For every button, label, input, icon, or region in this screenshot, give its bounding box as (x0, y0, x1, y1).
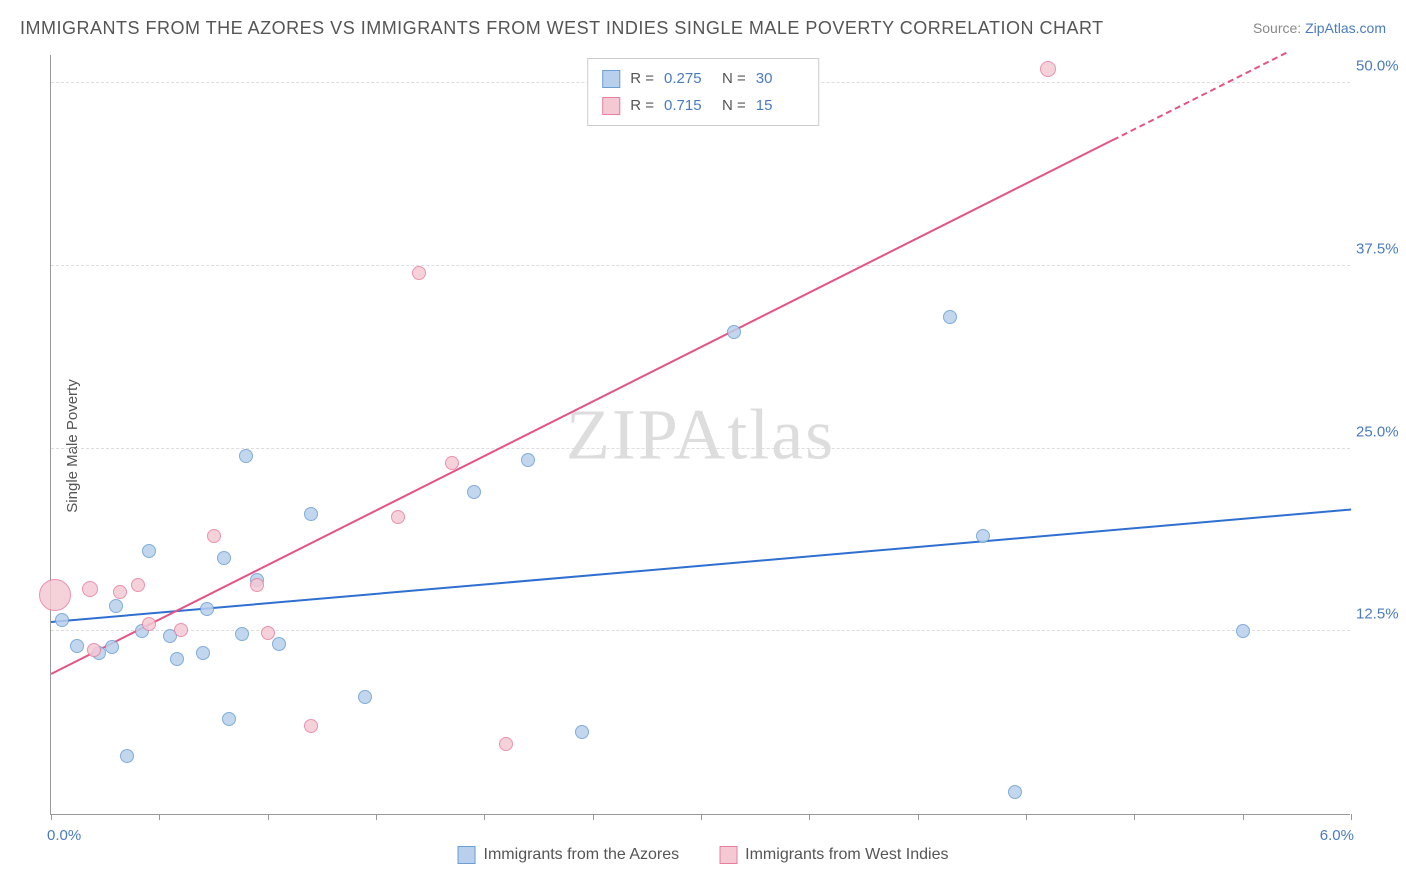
data-point (304, 507, 318, 521)
trendline (51, 508, 1351, 623)
x-tick (51, 814, 52, 820)
data-point (391, 510, 405, 524)
y-tick-label: 12.5% (1356, 606, 1406, 623)
series-name-azores: Immigrants from the Azores (484, 846, 680, 864)
data-point (207, 529, 221, 543)
r-value-azores: 0.275 (664, 65, 712, 92)
legend-row-westindies: R = 0.715 N = 15 (602, 92, 804, 119)
data-point (445, 456, 459, 470)
data-point (521, 453, 535, 467)
series-name-westindies: Immigrants from West Indies (745, 846, 948, 864)
data-point (499, 737, 513, 751)
legend-item-azores: Immigrants from the Azores (458, 846, 680, 864)
legend-item-westindies: Immigrants from West Indies (719, 846, 948, 864)
x-tick (376, 814, 377, 820)
trendline-dashed (1113, 52, 1287, 141)
data-point (943, 310, 957, 324)
data-point (87, 643, 101, 657)
data-point (1040, 61, 1056, 77)
data-point (250, 578, 264, 592)
n-label: N = (722, 92, 746, 119)
x-tick (593, 814, 594, 820)
chart-title: IMMIGRANTS FROM THE AZORES VS IMMIGRANTS… (20, 18, 1104, 39)
data-point (222, 712, 236, 726)
data-point (1236, 624, 1250, 638)
source-label: Source: (1253, 20, 1305, 36)
data-point (976, 529, 990, 543)
data-point (217, 551, 231, 565)
data-point (55, 613, 69, 627)
r-value-westindies: 0.715 (664, 92, 712, 119)
scatter-plot: ZIPAtlas 0.0% 6.0% 12.5%25.0%37.5%50.0% (50, 55, 1350, 815)
data-point (235, 627, 249, 641)
data-point (105, 640, 119, 654)
x-tick (701, 814, 702, 820)
x-tick (1351, 814, 1352, 820)
data-point (39, 579, 71, 611)
data-point (196, 646, 210, 660)
data-point (1008, 785, 1022, 799)
data-point (358, 690, 372, 704)
data-point (239, 449, 253, 463)
data-point (727, 325, 741, 339)
data-point (272, 637, 286, 651)
data-point (109, 599, 123, 613)
x-tick (1026, 814, 1027, 820)
swatch-azores (458, 846, 476, 864)
source: Source: ZipAtlas.com (1253, 20, 1386, 36)
data-point (467, 485, 481, 499)
y-tick-label: 25.0% (1356, 423, 1406, 440)
swatch-azores (602, 70, 620, 88)
data-point (304, 719, 318, 733)
x-tick (1134, 814, 1135, 820)
data-point (170, 652, 184, 666)
x-tick-last: 6.0% (1320, 827, 1354, 844)
source-link[interactable]: ZipAtlas.com (1305, 20, 1386, 36)
x-tick (809, 814, 810, 820)
gridline (51, 265, 1350, 266)
r-label: R = (630, 65, 654, 92)
y-tick-label: 50.0% (1356, 58, 1406, 75)
data-point (120, 749, 134, 763)
correlation-legend: R = 0.275 N = 30 R = 0.715 N = 15 (587, 58, 819, 126)
x-tick (484, 814, 485, 820)
x-tick (268, 814, 269, 820)
swatch-westindies (719, 846, 737, 864)
watermark: ZIPAtlas (566, 393, 835, 476)
n-value-westindies: 15 (756, 92, 804, 119)
data-point (113, 585, 127, 599)
data-point (200, 602, 214, 616)
n-label: N = (722, 65, 746, 92)
y-tick-label: 37.5% (1356, 240, 1406, 257)
data-point (142, 544, 156, 558)
data-point (261, 626, 275, 640)
data-point (82, 581, 98, 597)
data-point (70, 639, 84, 653)
legend-row-azores: R = 0.275 N = 30 (602, 65, 804, 92)
n-value-azores: 30 (756, 65, 804, 92)
data-point (575, 725, 589, 739)
data-point (412, 266, 426, 280)
swatch-westindies (602, 97, 620, 115)
data-point (174, 623, 188, 637)
x-tick (159, 814, 160, 820)
data-point (142, 617, 156, 631)
series-legend: Immigrants from the Azores Immigrants fr… (458, 846, 949, 864)
r-label: R = (630, 92, 654, 119)
x-tick-first: 0.0% (47, 827, 81, 844)
data-point (131, 578, 145, 592)
trendline (51, 139, 1114, 675)
x-tick (1243, 814, 1244, 820)
x-tick (918, 814, 919, 820)
